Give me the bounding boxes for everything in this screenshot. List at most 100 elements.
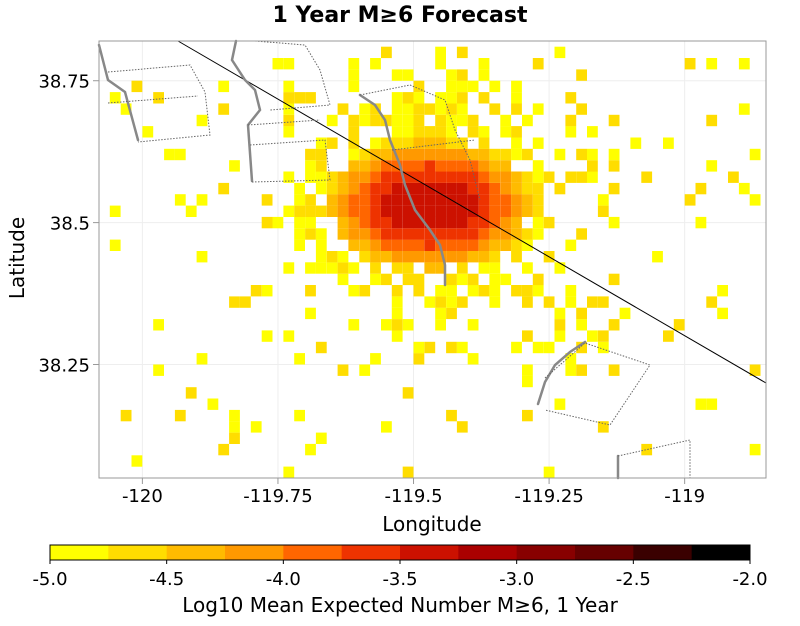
heatmap-cell xyxy=(424,296,436,308)
heatmap-cell xyxy=(424,239,436,251)
heatmap-cell xyxy=(456,92,468,104)
heatmap-cell xyxy=(500,182,512,195)
heatmap-cell xyxy=(522,262,533,274)
county-line xyxy=(107,95,199,104)
heatmap-cell xyxy=(446,228,457,240)
heatmap-cell xyxy=(337,228,349,240)
heatmap-cell xyxy=(413,216,425,229)
colorbar-swatch xyxy=(575,545,634,560)
heatmap-cell xyxy=(511,194,522,206)
heatmap-cell xyxy=(326,262,338,274)
heatmap-cell xyxy=(532,273,544,286)
heatmap-cell xyxy=(717,285,728,297)
heatmap-cell xyxy=(305,148,316,161)
heatmap-cell xyxy=(315,160,327,172)
heatmap-cell xyxy=(489,239,501,251)
heatmap-cell xyxy=(467,319,479,331)
heatmap-cell xyxy=(511,251,522,263)
heatmap-cell xyxy=(554,307,566,320)
heatmap-cell xyxy=(359,194,371,206)
heatmap-cell xyxy=(435,182,446,195)
heatmap-cell xyxy=(359,171,371,183)
heatmap-cell xyxy=(446,69,457,81)
heatmap-cell xyxy=(446,126,457,138)
colorbar-swatch xyxy=(400,545,459,560)
heatmap-cell xyxy=(489,228,501,240)
heatmap-cell xyxy=(337,182,349,195)
heatmap-cell xyxy=(435,148,446,161)
heatmap-cell xyxy=(576,319,587,331)
heatmap-cell xyxy=(305,443,316,456)
heatmap-cell xyxy=(326,114,338,127)
heatmap-cell xyxy=(478,171,490,183)
heatmap-cell xyxy=(402,148,414,161)
heatmap-cell xyxy=(229,409,240,422)
heatmap-cell xyxy=(348,194,360,206)
heatmap-cell xyxy=(348,262,360,274)
heatmap-cell xyxy=(413,80,425,93)
heatmap-cell xyxy=(413,103,425,115)
heatmap-cell xyxy=(489,205,501,217)
heatmap-cell xyxy=(370,148,381,161)
heatmap-cell xyxy=(240,296,251,308)
colorbar-tick-label: -4.5 xyxy=(149,569,184,590)
heatmap-cell xyxy=(576,228,587,240)
heatmap-cell xyxy=(261,216,273,229)
heatmap-cell xyxy=(456,160,468,172)
colorbar-tick-label: -3.5 xyxy=(382,569,417,590)
heatmap-cell xyxy=(370,58,381,70)
heatmap-cell xyxy=(522,364,533,376)
heatmap-cell xyxy=(478,148,490,161)
heatmap-cell xyxy=(706,398,718,410)
heatmap-cell xyxy=(446,296,457,308)
heatmap-cell xyxy=(131,80,143,93)
heatmap-cell xyxy=(348,171,360,183)
heatmap-cell xyxy=(456,114,468,127)
heatmap-cell xyxy=(283,80,295,93)
heatmap-cell xyxy=(587,296,598,308)
heatmap-cell xyxy=(326,205,338,217)
heatmap-cell xyxy=(402,228,414,240)
heatmap-cell xyxy=(359,228,371,240)
heatmap-cell xyxy=(467,273,479,286)
heatmap-cell xyxy=(413,148,425,161)
heatmap-cell xyxy=(511,103,522,115)
heatmap-cell xyxy=(738,58,750,70)
heatmap-cell xyxy=(218,103,230,115)
heatmap-cell xyxy=(456,194,468,206)
county-line xyxy=(544,342,651,426)
heatmap-cell xyxy=(413,228,425,240)
heatmap-cell xyxy=(522,114,533,127)
heatmap-cell xyxy=(359,239,371,251)
heatmap-cell xyxy=(153,364,164,376)
heatmap-cell xyxy=(174,148,186,161)
heatmap-cell xyxy=(174,409,186,422)
heatmap-cell xyxy=(391,92,403,104)
heatmap-cell xyxy=(109,92,121,104)
heatmap-cell xyxy=(391,262,403,274)
heatmap-cell xyxy=(229,421,240,433)
heatmap-cell xyxy=(305,205,316,217)
heatmap-cell xyxy=(673,319,685,331)
fault-line xyxy=(177,40,767,384)
heatmap-cell xyxy=(511,137,522,149)
colorbar-swatch xyxy=(341,545,401,560)
heatmap-cell xyxy=(478,239,490,251)
heatmap-cell xyxy=(576,69,587,81)
heatmap-cell xyxy=(381,182,392,195)
heatmap-cell xyxy=(391,205,403,217)
heatmap-cell xyxy=(391,194,403,206)
heatmap-cell xyxy=(522,194,533,206)
heatmap-cell xyxy=(554,46,566,59)
heatmap-cell xyxy=(359,251,371,263)
heatmap-cell xyxy=(315,205,327,217)
colorbar-tick-label: -2.0 xyxy=(732,569,767,590)
heatmap-cell xyxy=(435,307,446,320)
heatmap-cell xyxy=(467,216,479,229)
heatmap-cell xyxy=(587,160,598,172)
heatmap-cell xyxy=(218,443,230,456)
heatmap-cell xyxy=(381,160,392,172)
heatmap-cell xyxy=(424,251,436,263)
heatmap-cell xyxy=(424,160,436,172)
heatmap-cell xyxy=(554,330,566,342)
